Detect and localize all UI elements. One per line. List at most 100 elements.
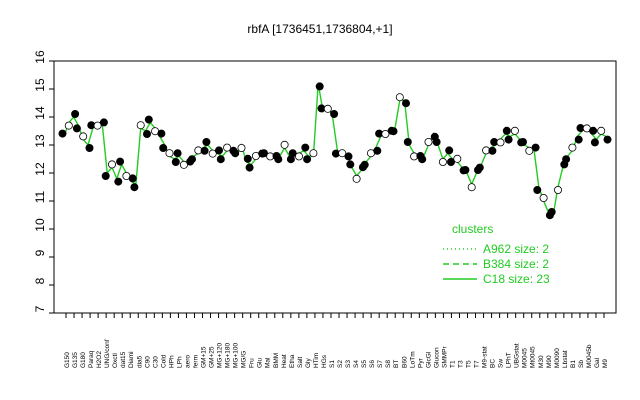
data-point (525, 146, 534, 155)
data-point (245, 163, 254, 172)
data-point (187, 155, 196, 164)
data-point (475, 163, 484, 172)
data-point (274, 155, 283, 164)
x-tick-label: B60 (401, 356, 408, 368)
data-point (330, 110, 339, 119)
x-tick-label: Sb (578, 360, 585, 368)
x-tick-label: S6 (369, 360, 376, 368)
data-point (64, 121, 73, 130)
x-tick-label: B1 (570, 360, 577, 368)
x-tick-label: T3 (457, 360, 464, 368)
data-point (315, 82, 324, 91)
data-point (597, 126, 606, 135)
data-point (128, 174, 137, 183)
data-point (401, 99, 410, 108)
data-point (445, 146, 454, 155)
data-point (533, 185, 542, 194)
y-tick-label: 12 (33, 162, 47, 176)
x-tick-label: M0045b (586, 344, 593, 368)
data-point (72, 124, 81, 133)
x-tick-label: BMM (273, 353, 280, 368)
data-point (200, 146, 209, 155)
data-point (603, 135, 612, 144)
legend-title: clusters (452, 222, 493, 236)
x-tick-label: S5 (361, 360, 368, 368)
x-tick-label: S4 (353, 360, 360, 368)
data-point (547, 207, 556, 216)
legend-label-a962: A962 size: 2 (483, 242, 549, 256)
x-tick-label: Salt (297, 357, 304, 368)
x-tick-label: Glucon (433, 347, 440, 368)
x-tick-label: C90 (144, 356, 151, 368)
x-tick-label: MG/G (241, 351, 248, 368)
data-point (280, 140, 289, 149)
x-axis: G150 G135 G180 Paraq H2O2 UNG/conf Oxctl dat15 D… (64, 313, 609, 368)
data-point (171, 157, 180, 166)
data-point (438, 157, 447, 166)
x-tick-label: GM+15 (201, 346, 208, 368)
y-tick-label: 10 (33, 218, 47, 232)
data-point (101, 171, 110, 180)
x-tick-label: Fru (249, 358, 256, 368)
x-tick-label: T7 (474, 360, 481, 368)
x-tick-label: GM+25 (209, 346, 216, 368)
data-point (568, 143, 577, 152)
data-point (99, 118, 108, 127)
x-tick-label: HGs (321, 354, 328, 368)
x-tick-label: S2 (337, 360, 344, 368)
data-point (208, 149, 217, 158)
data-point (157, 129, 166, 138)
data-point (344, 152, 353, 161)
data-point (71, 110, 80, 119)
x-tick-label: Paraq (88, 350, 95, 368)
x-tick-label: LPhT (506, 352, 513, 368)
x-tick-label: S3 (345, 360, 352, 368)
data-point (574, 135, 583, 144)
chart-title: rbfA [1736451,1736804,+1] (247, 22, 392, 36)
y-tick-label: 8 (33, 277, 47, 284)
data-point (144, 115, 153, 124)
x-tick-label: S1 (329, 360, 336, 368)
data-point (381, 129, 390, 138)
y-axis: 7 8 9 10 11 12 13 14 15 16 (33, 50, 54, 314)
data-point (136, 121, 145, 130)
data-point (389, 127, 398, 136)
x-tick-label: M30 (538, 355, 545, 368)
data-point (173, 149, 182, 158)
data-point (323, 104, 332, 113)
data-point (309, 149, 318, 158)
data-point (446, 157, 455, 166)
x-tick-label: Mal (265, 357, 272, 368)
x-tick-label: Lbstat (562, 350, 569, 368)
x-tick-label: G135 (72, 352, 79, 368)
data-point (237, 143, 246, 152)
data-point (216, 155, 225, 164)
x-tick-label: SMMPr (441, 346, 448, 369)
data-point (108, 160, 117, 169)
data-point (510, 126, 519, 135)
x-tick-label: MG+100 (233, 343, 240, 368)
data-markers (58, 82, 612, 220)
x-tick-label: LPh (176, 356, 183, 368)
data-point (432, 137, 441, 146)
data-point (165, 149, 174, 158)
x-tick-label: Glu (257, 358, 264, 369)
data-point (352, 174, 361, 183)
x-tick-label: HTim (313, 353, 320, 368)
y-tick-label: 13 (33, 134, 47, 148)
data-point (202, 137, 211, 146)
x-tick-label: S7 (377, 360, 384, 368)
x-tick-label: G180 (80, 352, 87, 368)
data-point (346, 160, 355, 169)
data-point (418, 155, 427, 164)
data-point (590, 138, 599, 147)
data-point (488, 146, 497, 155)
data-point (338, 149, 347, 158)
data-point (159, 143, 168, 152)
x-tick-label: Sw (498, 359, 505, 368)
data-point (130, 183, 139, 192)
data-point (589, 126, 598, 135)
x-tick-label: M90 (546, 355, 553, 368)
x-tick-label: M0045 (522, 348, 529, 368)
